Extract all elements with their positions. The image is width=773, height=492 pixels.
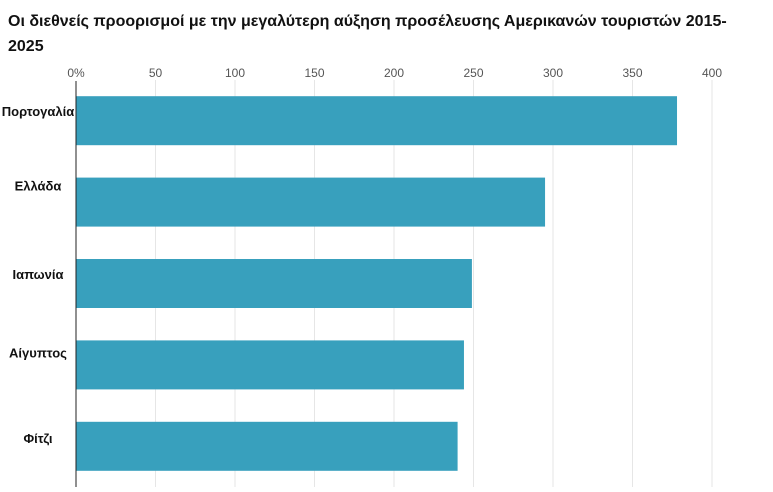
x-tick-label: 300 [543, 66, 563, 80]
category-label: Ελλάδα [15, 179, 62, 194]
bars [76, 96, 678, 471]
category-label: Αίγυπτος [9, 345, 67, 360]
x-tick-label: 150 [304, 66, 324, 80]
x-tick-label: 100 [225, 66, 245, 80]
x-tick-label: 350 [622, 66, 642, 80]
category-label: Ιαπωνία [12, 267, 63, 282]
bar [76, 259, 472, 308]
x-tick-label: 0% [67, 66, 85, 80]
x-axis-ticks: 0% 50 100 150 200 250 300 350 400 [67, 66, 722, 80]
bar [76, 177, 546, 227]
bar [76, 96, 678, 146]
bar [76, 340, 464, 390]
category-labels: Πορτογαλία Ελλάδα Ιαπωνία Αίγυπτος Φίτζι [2, 104, 74, 446]
x-tick-label: 400 [702, 66, 722, 80]
x-tick-label: 200 [384, 66, 404, 80]
chart-title: Οι διεθνείς προορισμοί με την μεγαλύτερη… [8, 13, 727, 55]
gridlines [155, 80, 713, 487]
category-label: Φίτζι [23, 431, 52, 446]
x-tick-label: 50 [149, 66, 163, 80]
category-label: Πορτογαλία [2, 104, 74, 119]
x-tick-label: 250 [463, 66, 483, 80]
bar [76, 421, 458, 471]
